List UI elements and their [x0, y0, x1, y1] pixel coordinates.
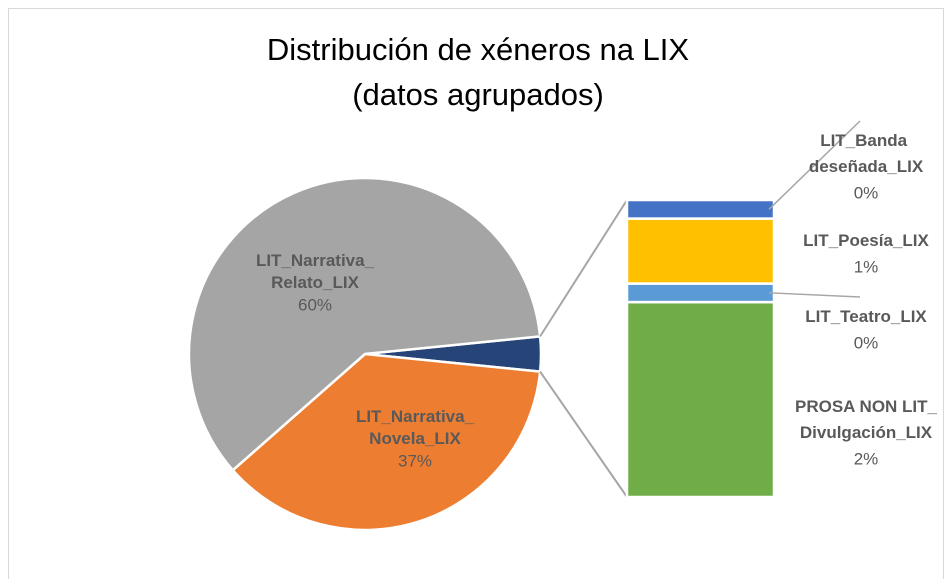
data-label-name: LIT_Teatro_LIX	[805, 307, 927, 326]
bar-segment	[625, 300, 776, 499]
data-label-name: LIT_Banda deseñada_LIX	[809, 131, 924, 176]
chart-title: (datos agrupados)	[352, 77, 604, 112]
leader-line	[768, 120, 861, 210]
bar-segment	[625, 282, 776, 304]
connector-line	[539, 199, 628, 337]
data-label-value: 0%	[854, 333, 879, 352]
bar-segment	[625, 198, 776, 220]
bar-segment	[625, 217, 776, 285]
leader-line	[768, 292, 861, 298]
data-label-value: 37%	[398, 451, 432, 470]
data-label-name: LIT_Poesía_LIX	[803, 231, 929, 250]
data-label-value: 60%	[298, 295, 332, 314]
data-label-name: LIT_Narrativa_ Relato_LIX	[256, 251, 375, 292]
data-label-value: 0%	[854, 183, 879, 202]
pie-slice	[231, 352, 542, 532]
data-label-value: 1%	[854, 257, 879, 276]
data-label-name: PROSA NON LIT_ Divulgación_LIX	[795, 397, 938, 442]
chart-title: Distribución de xéneros na LIX	[267, 32, 690, 67]
pie-slice	[187, 176, 542, 472]
connector-line	[539, 371, 628, 498]
data-label-value: 2%	[854, 449, 879, 468]
data-label-name: LIT_Narrativa_ Novela_LIX	[356, 407, 475, 448]
